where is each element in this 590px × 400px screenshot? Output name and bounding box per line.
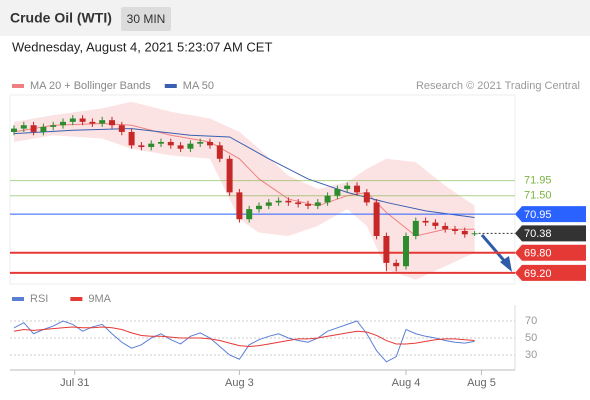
forecast-arrow: [480, 234, 509, 265]
level-badge: [515, 244, 586, 261]
forecast-arrow-head: [500, 256, 512, 272]
candle-body: [158, 142, 164, 144]
timeframe[interactable]: 30 MIN: [127, 12, 166, 26]
candle-body: [334, 189, 341, 196]
legend-swatch: [12, 84, 24, 88]
candle-body: [452, 229, 458, 231]
x-tick-label: Jul 31: [60, 377, 89, 389]
candle-body: [442, 225, 449, 230]
credit: Research © 2021 Trading Central: [416, 80, 580, 92]
candle-body: [265, 202, 272, 206]
candle-body: [118, 125, 125, 132]
candle-body: [197, 142, 204, 144]
candle-body: [383, 236, 390, 263]
legend-label: 9MA: [88, 293, 111, 305]
candle-body: [128, 131, 135, 146]
legend-label: RSI: [30, 293, 48, 305]
main-panel: [9, 94, 516, 285]
level-badge: [515, 264, 586, 281]
candle-body: [403, 236, 409, 267]
candle-body: [79, 118, 86, 122]
timeframe-badge[interactable]: [121, 7, 171, 31]
candle-body: [305, 204, 311, 206]
candle-body: [216, 145, 223, 159]
candle-body: [40, 126, 47, 132]
candle-body: [99, 120, 106, 124]
candle-body: [89, 121, 96, 124]
bollinger-band: [14, 101, 475, 280]
y-tick-label: 70: [525, 315, 537, 327]
candle-body: [344, 185, 351, 189]
timestamp: Wednesday, August 4, 2021 5:23:07 AM CET: [12, 39, 272, 54]
candle-body: [471, 233, 478, 235]
level-label: 70.95: [524, 209, 552, 221]
candle-body: [422, 220, 429, 223]
candle-body: [314, 202, 321, 206]
candle-body: [69, 118, 76, 122]
candle-body: [363, 192, 370, 203]
legend-swatch: [164, 84, 177, 88]
candle-body: [295, 202, 302, 205]
candle-body: [236, 192, 243, 220]
level-badge: [515, 206, 586, 223]
candle-body: [20, 125, 27, 129]
x-tick-label: Aug 4: [392, 377, 421, 389]
header-bar: [0, 0, 590, 36]
indicator-line: [13, 320, 475, 363]
candle-body: [11, 128, 17, 132]
level-badge: [515, 225, 586, 242]
candle-body: [393, 262, 400, 267]
candle-body: [432, 222, 439, 226]
candle-body: [354, 185, 360, 193]
candle-body: [187, 143, 194, 149]
candle-body: [373, 202, 380, 236]
legend-label: MA 20 + Bollinger Bands: [30, 80, 151, 92]
y-tick-label: 30: [525, 349, 537, 361]
candle-body: [109, 120, 115, 126]
candle-body: [138, 145, 145, 148]
candle-body: [177, 145, 184, 149]
candle-body: [30, 125, 37, 132]
indicator-line: [13, 326, 475, 348]
candle-body: [275, 200, 282, 203]
candle-body: [246, 209, 253, 220]
legend-swatch: [70, 297, 83, 301]
candle-body: [167, 142, 174, 146]
x-tick-label: Aug 3: [225, 377, 254, 389]
level-label: 70.38: [524, 228, 552, 240]
candle-body: [50, 125, 57, 127]
level-label: 69.20: [524, 268, 552, 280]
candle-body: [461, 230, 468, 235]
x-tick-label: Aug 5: [467, 377, 496, 389]
candle-body: [207, 142, 213, 146]
candle-body: [148, 143, 155, 148]
candle-body: [324, 195, 331, 203]
moving-average: [13, 123, 475, 237]
candle-body: [226, 158, 233, 193]
level-label: 71.50: [524, 190, 552, 202]
moving-average: [13, 128, 475, 219]
level-label: 69.80: [524, 248, 552, 260]
legend-swatch: [12, 297, 24, 301]
level-label: 71.95: [524, 175, 552, 187]
instrument-title: Crude Oil (WTI): [10, 10, 112, 26]
y-tick-label: 50: [525, 332, 537, 344]
candle-body: [256, 205, 262, 210]
candle-body: [285, 200, 292, 203]
legend-label: MA 50: [183, 80, 214, 92]
candle-body: [412, 220, 419, 236]
candle-body: [60, 121, 66, 126]
